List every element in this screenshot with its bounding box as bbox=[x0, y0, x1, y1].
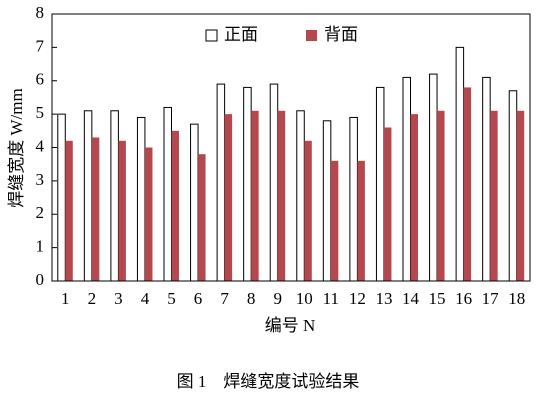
bar bbox=[171, 130, 179, 281]
x-tick-label: 14 bbox=[402, 289, 420, 308]
x-tick-label: 12 bbox=[349, 289, 366, 308]
bar bbox=[357, 160, 365, 281]
bar bbox=[516, 110, 525, 281]
bar bbox=[83, 110, 93, 282]
x-tick-label: 6 bbox=[194, 289, 203, 308]
bar bbox=[198, 154, 206, 281]
y-tick-label: 3 bbox=[36, 170, 45, 189]
x-tick-label: 13 bbox=[375, 289, 392, 308]
bar bbox=[455, 46, 465, 282]
x-tick-label: 16 bbox=[455, 289, 472, 308]
legend-swatch bbox=[306, 30, 317, 41]
x-tick-label: 18 bbox=[508, 289, 525, 308]
bar bbox=[490, 110, 498, 281]
x-tick-label: 2 bbox=[88, 289, 97, 308]
bar bbox=[269, 83, 279, 282]
bar bbox=[216, 83, 226, 282]
y-tick-label: 1 bbox=[36, 237, 45, 256]
bar bbox=[190, 123, 199, 282]
bar bbox=[410, 114, 418, 281]
bar bbox=[251, 110, 259, 281]
bar bbox=[163, 106, 172, 282]
bar bbox=[463, 87, 472, 281]
y-tick-label: 4 bbox=[36, 136, 45, 155]
bar bbox=[57, 113, 66, 282]
x-tick-label: 9 bbox=[273, 289, 282, 308]
x-tick-label: 1 bbox=[61, 289, 70, 308]
x-tick-label: 4 bbox=[141, 289, 150, 308]
x-tick-label: 15 bbox=[429, 289, 446, 308]
y-tick-label: 6 bbox=[36, 70, 45, 89]
caption: 图 1 焊缝宽度试验结果 bbox=[177, 372, 360, 391]
bar bbox=[508, 90, 518, 282]
bar bbox=[482, 76, 491, 282]
y-tick-label: 2 bbox=[36, 203, 45, 222]
bar bbox=[330, 160, 339, 281]
y-tick-label: 7 bbox=[36, 36, 45, 55]
bar bbox=[349, 116, 358, 282]
y-tick-label: 8 bbox=[36, 3, 45, 22]
x-tick-label: 7 bbox=[220, 289, 229, 308]
legend-label: 背面 bbox=[324, 25, 358, 44]
bar bbox=[383, 127, 392, 281]
bar bbox=[296, 110, 305, 282]
bar bbox=[224, 114, 233, 281]
bar bbox=[136, 116, 146, 282]
bar bbox=[429, 73, 438, 282]
x-tick-label: 17 bbox=[482, 289, 500, 308]
bar bbox=[65, 140, 73, 281]
x-tick-label: 8 bbox=[247, 289, 256, 308]
bar bbox=[277, 110, 286, 281]
bar bbox=[91, 137, 100, 281]
y-axis-label: 焊缝宽度 W/mm bbox=[7, 88, 26, 207]
bar bbox=[243, 86, 252, 282]
legend-label: 正面 bbox=[224, 25, 258, 44]
x-tick-label: 5 bbox=[167, 289, 176, 308]
y-tick-label: 5 bbox=[36, 103, 45, 122]
x-tick-label: 11 bbox=[323, 289, 339, 308]
bar bbox=[110, 110, 119, 282]
bar bbox=[144, 147, 153, 281]
y-tick-label: 0 bbox=[36, 270, 45, 289]
legend-swatch bbox=[205, 29, 218, 42]
bar bbox=[118, 140, 126, 281]
x-tick-label: 10 bbox=[296, 289, 313, 308]
plot-frame bbox=[51, 13, 531, 282]
bar bbox=[375, 86, 385, 282]
bar bbox=[322, 120, 332, 282]
bar bbox=[437, 110, 445, 281]
bar bbox=[304, 140, 312, 281]
bar bbox=[402, 76, 411, 282]
x-axis-label: 编号 N bbox=[265, 316, 316, 335]
x-tick-label: 3 bbox=[114, 289, 123, 308]
